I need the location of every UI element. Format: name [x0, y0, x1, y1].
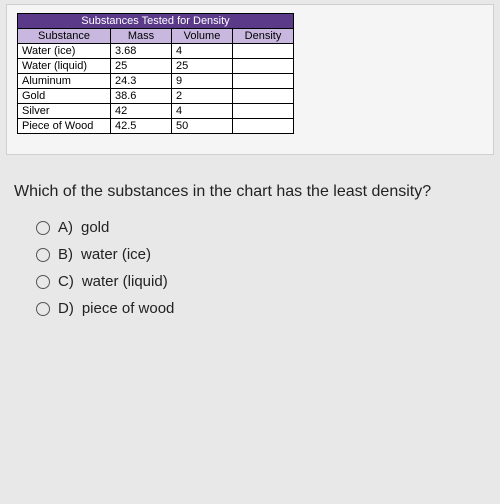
cell-mass: 42.5: [111, 119, 172, 134]
cell-mass: 42: [111, 104, 172, 119]
cell-substance: Silver: [18, 104, 111, 119]
col-header-density: Density: [233, 29, 294, 44]
option-letter: C): [58, 273, 74, 290]
cell-volume: 9: [172, 74, 233, 89]
cell-volume: 2: [172, 89, 233, 104]
cell-mass: 25: [111, 59, 172, 74]
cell-volume: 25: [172, 59, 233, 74]
cell-substance: Piece of Wood: [18, 119, 111, 134]
table-row: Silver 42 4: [18, 104, 294, 119]
cell-density: [233, 119, 294, 134]
cell-substance: Water (liquid): [18, 59, 111, 74]
table-row: Gold 38.6 2: [18, 89, 294, 104]
table-row: Piece of Wood 42.5 50: [18, 119, 294, 134]
cell-mass: 24.3: [111, 74, 172, 89]
question-text: Which of the substances in the chart has…: [14, 183, 486, 201]
cell-density: [233, 59, 294, 74]
table-header-row: Substance Mass Volume Density: [18, 29, 294, 44]
option-letter: D): [58, 300, 74, 317]
col-header-volume: Volume: [172, 29, 233, 44]
col-header-substance: Substance: [18, 29, 111, 44]
option-a[interactable]: A) gold: [36, 219, 500, 236]
cell-volume: 50: [172, 119, 233, 134]
cell-mass: 38.6: [111, 89, 172, 104]
option-b[interactable]: B) water (ice): [36, 246, 500, 263]
cell-substance: Water (ice): [18, 44, 111, 59]
option-letter: B): [58, 246, 73, 263]
table-row: Water (ice) 3.68 4: [18, 44, 294, 59]
cell-substance: Gold: [18, 89, 111, 104]
cell-density: [233, 104, 294, 119]
options-list: A) gold B) water (ice) C) water (liquid)…: [36, 219, 500, 317]
density-table: Substances Tested for Density Substance …: [17, 13, 294, 134]
cell-density: [233, 44, 294, 59]
col-header-mass: Mass: [111, 29, 172, 44]
radio-icon: [36, 248, 50, 262]
option-text: piece of wood: [82, 300, 175, 317]
option-letter: A): [58, 219, 73, 236]
cell-density: [233, 74, 294, 89]
table-row: Aluminum 24.3 9: [18, 74, 294, 89]
cell-substance: Aluminum: [18, 74, 111, 89]
table-row: Water (liquid) 25 25: [18, 59, 294, 74]
table-panel: Substances Tested for Density Substance …: [6, 4, 494, 155]
option-d[interactable]: D) piece of wood: [36, 300, 500, 317]
cell-mass: 3.68: [111, 44, 172, 59]
option-c[interactable]: C) water (liquid): [36, 273, 500, 290]
radio-icon: [36, 302, 50, 316]
option-text: water (liquid): [82, 273, 168, 290]
radio-icon: [36, 221, 50, 235]
option-text: water (ice): [81, 246, 151, 263]
option-text: gold: [81, 219, 109, 236]
cell-volume: 4: [172, 44, 233, 59]
cell-density: [233, 89, 294, 104]
table-title: Substances Tested for Density: [18, 14, 294, 29]
radio-icon: [36, 275, 50, 289]
table-title-row: Substances Tested for Density: [18, 14, 294, 29]
cell-volume: 4: [172, 104, 233, 119]
